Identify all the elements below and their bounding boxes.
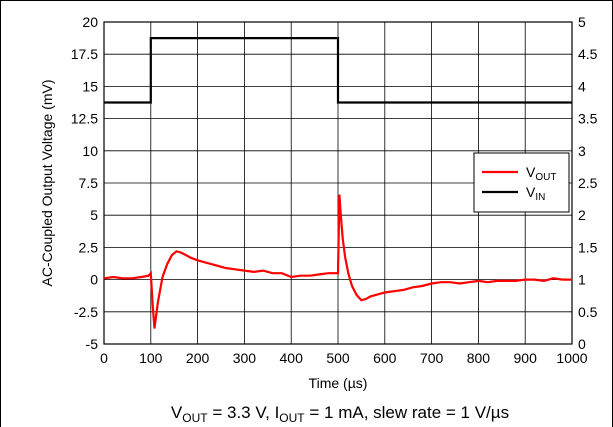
y2-tick-label: 1.5: [578, 239, 598, 255]
y-tick-labels: -5 -2.5 0 2.5 5 7.5 10 12.5 15 17.5 20: [71, 14, 98, 352]
x-tick-label: 700: [420, 350, 444, 366]
series-line-vout: [103, 194, 572, 329]
y-tick-label: 12.5: [71, 111, 98, 127]
y-tick-label: -2.5: [74, 304, 98, 320]
x-tick-label: 200: [186, 350, 210, 366]
y2-tick-label: 0: [578, 336, 586, 352]
y2-tick-label: 5: [578, 14, 586, 30]
y2-tick-label: 3: [578, 143, 586, 159]
y2-tick-label: 4: [578, 78, 586, 94]
x-tick-label: 500: [326, 350, 350, 366]
x-tick-label: 800: [467, 350, 491, 366]
x-tick-label: 400: [280, 350, 304, 366]
y2-tick-label: 2: [578, 207, 586, 223]
x-tick-label: 100: [139, 350, 163, 366]
y-tick-label: 15: [82, 78, 98, 94]
legend: VOUT VIN: [473, 152, 570, 213]
plot-area: [103, 21, 573, 345]
y-tick-label: 17.5: [71, 46, 98, 62]
y-axis-label: AC-Coupled Output Voltage (mV): [39, 80, 55, 287]
x-tick-label: 600: [373, 350, 397, 366]
x-tick-label: 1000: [556, 350, 587, 366]
x-tick-label: 0: [100, 350, 108, 366]
y2-tick-label: 3.5: [578, 111, 598, 127]
y2-tick-label: 4.5: [578, 46, 598, 62]
y2-tick-label: 0.5: [578, 304, 598, 320]
y-tick-label: 5: [90, 207, 98, 223]
y-tick-label: 10: [82, 143, 98, 159]
x-tick-labels: 0 100 200 300 400 500 600 700 800 900 1000: [100, 350, 588, 366]
x-tick-label: 300: [233, 350, 257, 366]
y2-tick-label: 2.5: [578, 175, 598, 191]
y2-tick-labels: 0 0.5 1 1.5 2 2.5 3 3.5 4 4.5 5: [578, 14, 598, 352]
y-tick-label: -5: [86, 336, 99, 352]
legend-label-vin: VIN: [526, 184, 545, 203]
legend-label-vout: VOUT: [526, 164, 556, 183]
figure-caption: VOUT = 3.3 V, IOUT = 1 mA, slew rate = 1…: [171, 403, 509, 425]
y-tick-label: 20: [82, 14, 98, 30]
series-line-vin: [104, 37, 572, 104]
y-tick-label: 2.5: [79, 239, 99, 255]
y2-tick-label: 1: [578, 272, 586, 288]
x-tick-label: 900: [514, 350, 538, 366]
x-axis-label: Time (µs): [309, 375, 368, 391]
legend-box: [473, 152, 570, 213]
y-tick-label: 7.5: [79, 175, 99, 191]
y-tick-label: 0: [90, 272, 98, 288]
